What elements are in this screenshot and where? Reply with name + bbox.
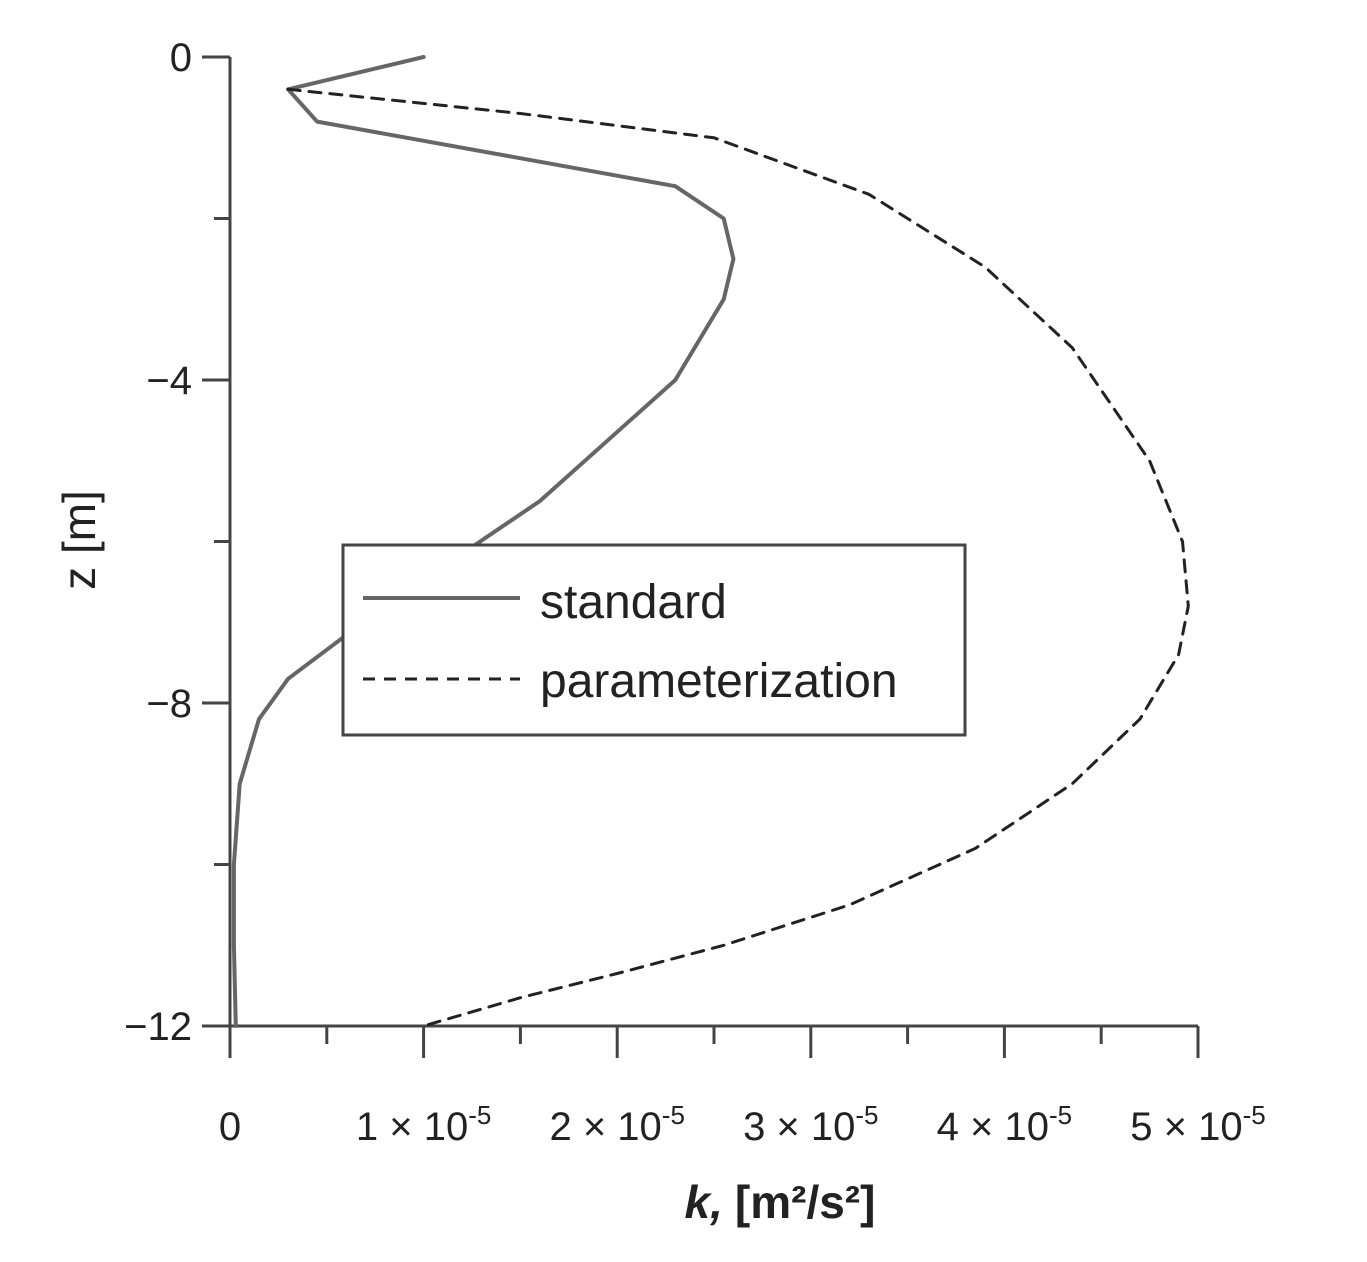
y-axis-label: z [m]: [53, 490, 105, 590]
y-tick-label: −12: [124, 1005, 192, 1049]
x-axis-label-symbol: k,: [685, 1176, 723, 1228]
legend: standard parameterization: [341, 543, 967, 737]
legend-box: [341, 543, 967, 737]
y-tick-label: 0: [170, 36, 192, 80]
series-line-standard: [231, 55, 736, 1028]
series-line-parameterization: [286, 87, 1190, 1028]
x-axis-label-unit: [m²/s²]: [735, 1176, 876, 1228]
x-tick-label: 0: [219, 1105, 241, 1149]
x-tick-label: 5 × 10-5: [1130, 1100, 1265, 1149]
series-group: [231, 55, 1190, 1028]
x-axis-label: k, [m²/s²]: [685, 1176, 876, 1228]
legend-label-standard: standard: [540, 576, 727, 629]
legend-label-parameterization: parameterization: [540, 655, 898, 708]
x-tick-label: 2 × 10-5: [549, 1100, 684, 1149]
axes-group: 0 −4 −8 −12 0 1 × 10-5 2 × 10-5 3 × 10-5 4 × 10-…: [124, 36, 1266, 1149]
y-tick-label: −4: [146, 359, 192, 403]
x-tick-label: 3 × 10-5: [743, 1100, 878, 1149]
x-tick-label: 1 × 10-5: [356, 1100, 491, 1149]
y-tick-label: −8: [146, 682, 192, 726]
x-tick-label: 4 × 10-5: [937, 1100, 1072, 1149]
